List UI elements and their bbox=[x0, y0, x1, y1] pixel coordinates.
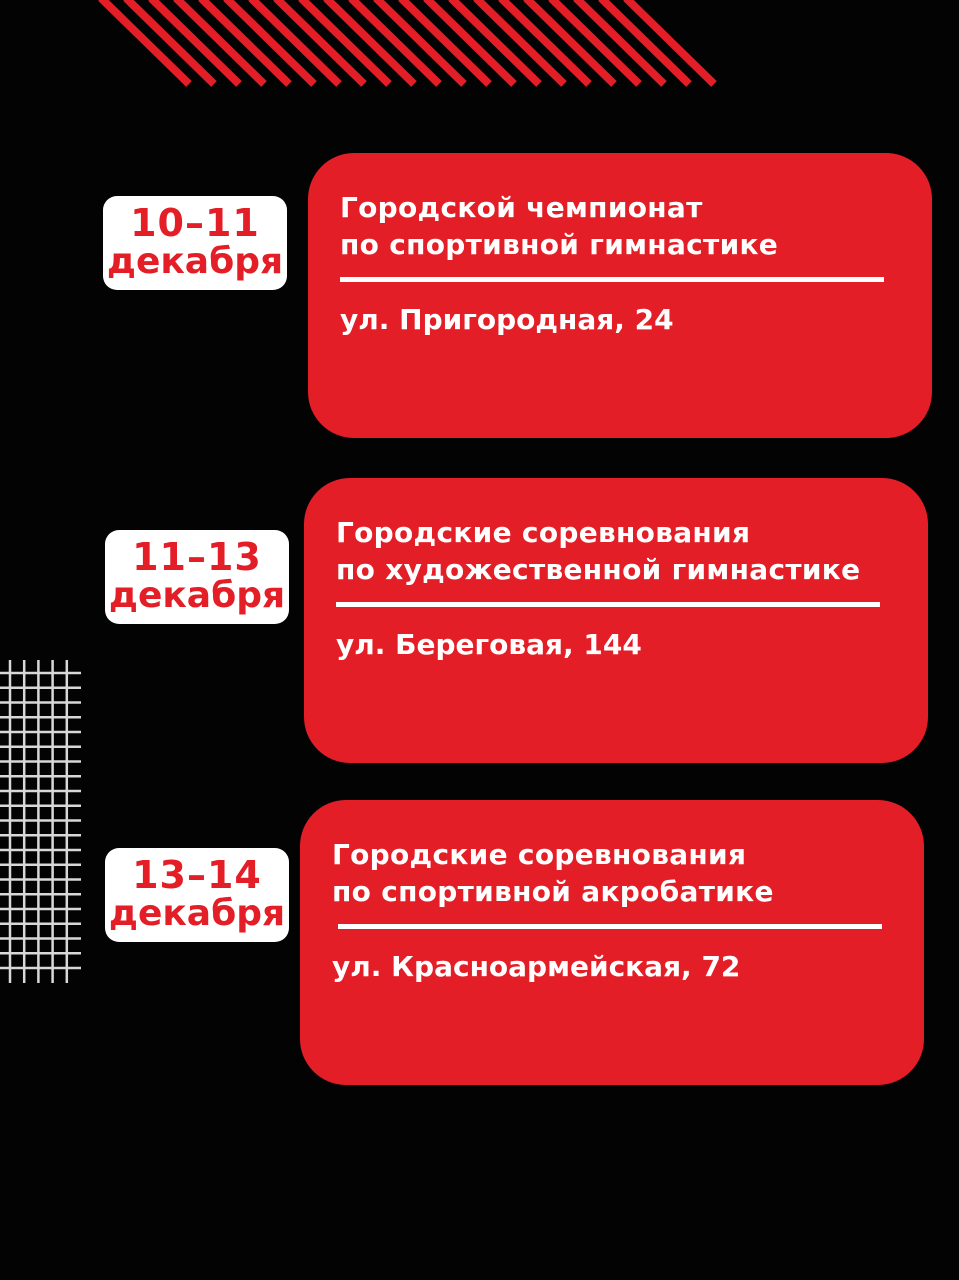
divider bbox=[338, 924, 882, 929]
stripe bbox=[123, 0, 217, 87]
stripe bbox=[248, 0, 342, 87]
divider bbox=[340, 277, 884, 282]
stripe bbox=[98, 0, 192, 87]
date-range: 13–14 bbox=[132, 853, 262, 897]
date-range: 10–11 bbox=[130, 201, 260, 245]
stripe bbox=[498, 0, 592, 87]
stripe bbox=[548, 0, 642, 87]
stripe bbox=[523, 0, 617, 87]
event-title-line: по спортивной гимнастике bbox=[340, 228, 779, 261]
stripe bbox=[298, 0, 392, 87]
event-card: Городские соревнования по спортивной акро… bbox=[300, 800, 924, 1085]
event-title-line: по художественной гимнастике bbox=[336, 553, 861, 586]
stripe bbox=[223, 0, 317, 87]
stripe bbox=[373, 0, 467, 87]
date-range: 11–13 bbox=[132, 535, 262, 579]
divider bbox=[336, 602, 880, 607]
event-address: ул. Красноармейская, 72 bbox=[332, 950, 741, 983]
event-title: Городской чемпионат по спортивной гимнаст… bbox=[340, 189, 778, 263]
event-title-line: Городские соревнования bbox=[336, 516, 751, 549]
stripe bbox=[598, 0, 692, 87]
stripe bbox=[273, 0, 367, 87]
event-date-badge: 11–13 декабря bbox=[105, 530, 289, 624]
stripe bbox=[423, 0, 517, 87]
decorative-stripes bbox=[98, 0, 717, 87]
event-card: Городской чемпионат по спортивной гимнаст… bbox=[308, 153, 932, 438]
stripe bbox=[173, 0, 267, 87]
stripe bbox=[398, 0, 492, 87]
event-title-line: Городские соревнования bbox=[332, 838, 747, 871]
event-title: Городские соревнования по спортивной акро… bbox=[332, 836, 774, 910]
stripe bbox=[148, 0, 242, 87]
event-title: Городские соревнования по художественной … bbox=[336, 514, 860, 588]
event-date-badge: 13–14 декабря bbox=[105, 848, 289, 942]
event-title-line: Городской чемпионат bbox=[340, 191, 703, 224]
date-month: декабря bbox=[108, 575, 286, 616]
event-address: ул. Береговая, 144 bbox=[336, 628, 642, 661]
stripe bbox=[448, 0, 542, 87]
date-month: декабря bbox=[108, 893, 286, 934]
event-title-line: по спортивной акробатике bbox=[332, 875, 774, 908]
stripe bbox=[623, 0, 717, 87]
stripe bbox=[473, 0, 567, 87]
stripe bbox=[348, 0, 442, 87]
stripe bbox=[198, 0, 292, 87]
date-month: декабря bbox=[106, 241, 284, 282]
stripe bbox=[573, 0, 667, 87]
event-address: ул. Пригородная, 24 bbox=[340, 303, 674, 336]
event-date-badge: 10–11 декабря bbox=[103, 196, 287, 290]
stripe bbox=[323, 0, 417, 87]
decorative-grid bbox=[0, 660, 81, 983]
event-card: Городские соревнования по художественной … bbox=[304, 478, 928, 763]
